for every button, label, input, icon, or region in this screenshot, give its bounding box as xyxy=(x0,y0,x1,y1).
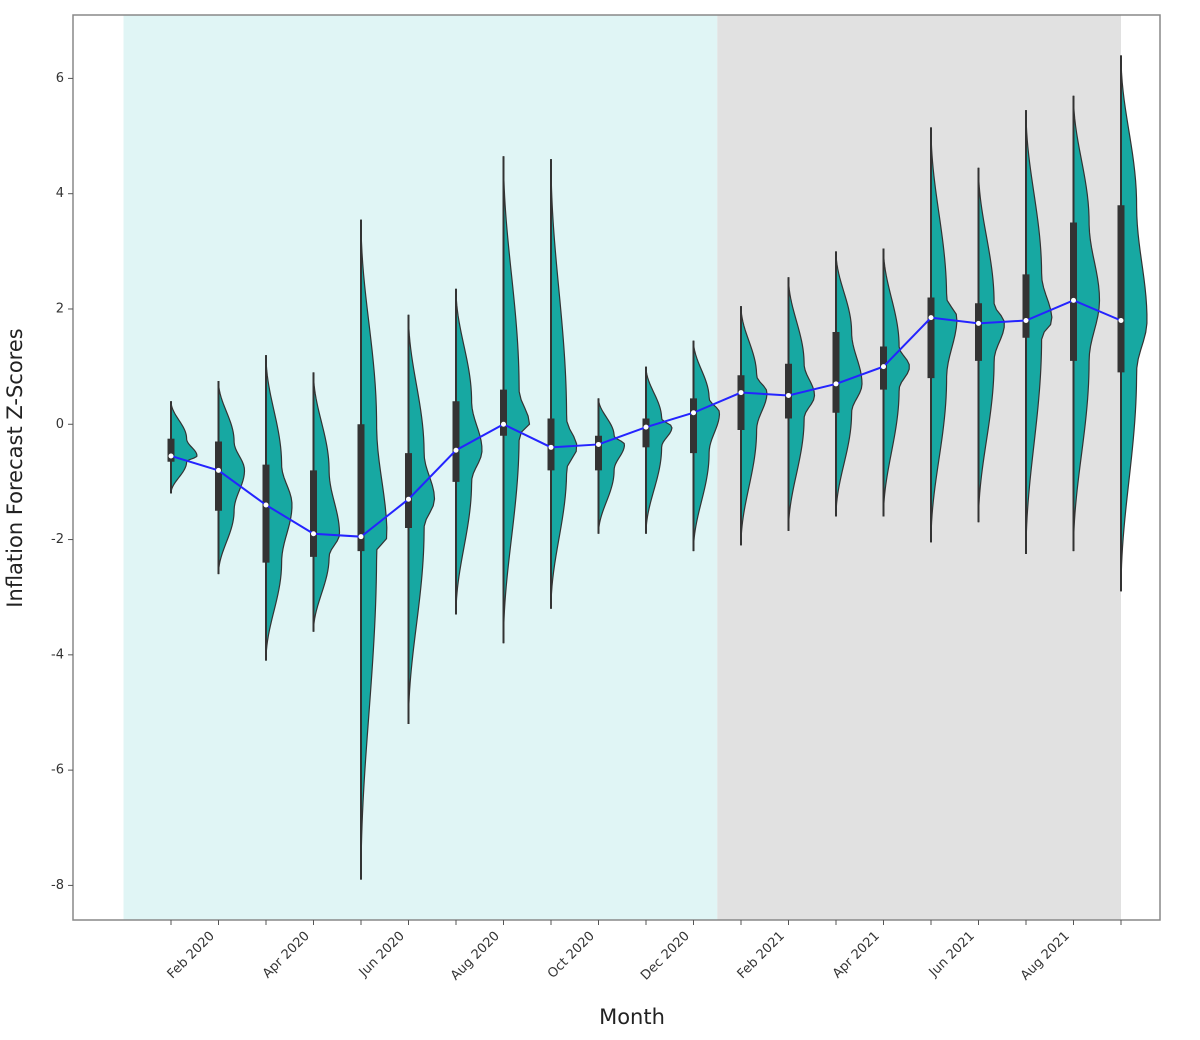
x-axis-label: Month xyxy=(599,1005,665,1029)
violin xyxy=(930,127,958,543)
median-dot xyxy=(168,453,174,459)
violin xyxy=(597,398,626,534)
violin xyxy=(455,288,483,615)
violin xyxy=(550,159,578,609)
x-tick-label: Jun 2021 xyxy=(926,929,978,981)
y-tick-label: 6 xyxy=(56,71,64,86)
y-tick-label: 4 xyxy=(56,186,64,201)
violin xyxy=(407,314,436,725)
y-tick-label: 2 xyxy=(56,301,64,316)
violin xyxy=(645,366,673,534)
y-tick-label: 0 xyxy=(56,417,64,432)
violin xyxy=(1072,95,1101,552)
violin xyxy=(170,401,198,494)
shaded-span xyxy=(717,15,1121,920)
violin xyxy=(1120,55,1148,592)
x-tick-label: Apr 2021 xyxy=(830,929,883,982)
median-dot xyxy=(358,534,364,540)
x-tick-label: Feb 2021 xyxy=(735,929,788,982)
y-axis-label: Inflation Forecast Z-Scores xyxy=(3,328,27,607)
violin xyxy=(217,381,246,575)
median-dot xyxy=(1071,297,1076,303)
median-dot xyxy=(596,441,601,447)
median-dot xyxy=(881,364,886,370)
violin xyxy=(740,306,768,546)
median-dot xyxy=(1023,318,1029,324)
plot-frame xyxy=(72,14,1161,921)
violin xyxy=(1025,110,1053,554)
median-dot xyxy=(786,392,791,398)
y-tick-label: -4 xyxy=(51,647,64,662)
y-tick-label: -6 xyxy=(51,763,64,778)
violin xyxy=(692,340,721,552)
violin xyxy=(265,355,293,661)
violin xyxy=(977,167,1005,523)
violin xyxy=(502,156,531,644)
median-dot xyxy=(738,390,744,396)
median-dot xyxy=(311,531,316,537)
median-dot xyxy=(216,467,221,473)
violin xyxy=(312,372,341,632)
median-dot xyxy=(928,315,934,321)
median-dot xyxy=(833,381,839,387)
x-tick-label: Oct 2020 xyxy=(545,929,598,982)
median-dot xyxy=(643,424,649,430)
median-dot xyxy=(501,421,506,427)
median-dot xyxy=(453,447,459,453)
y-tick-label: -8 xyxy=(51,878,64,893)
x-tick-label: Aug 2021 xyxy=(1018,929,1073,984)
x-tick-label: Jun 2020 xyxy=(356,929,408,981)
violin xyxy=(360,219,388,880)
x-tick-label: Aug 2020 xyxy=(448,929,503,984)
x-tick-label: Feb 2020 xyxy=(165,929,218,982)
median-dot xyxy=(1118,318,1124,324)
y-tick-label: -2 xyxy=(51,532,64,547)
violin xyxy=(787,277,816,531)
median-dot xyxy=(976,320,981,326)
median-dot xyxy=(548,444,554,450)
median-dot xyxy=(263,502,269,508)
violin xyxy=(882,248,910,517)
violin xyxy=(835,251,863,517)
median-dot xyxy=(406,496,411,502)
x-tick-label: Apr 2020 xyxy=(260,929,313,982)
median-dot xyxy=(691,410,696,416)
x-tick-label: Dec 2020 xyxy=(638,929,693,984)
